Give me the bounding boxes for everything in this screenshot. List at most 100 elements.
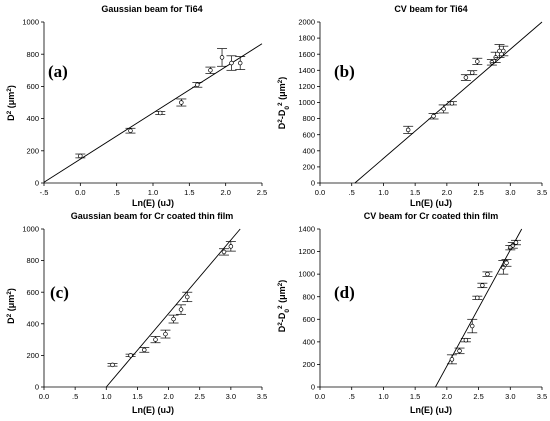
- x-tick-label: 2.5: [257, 188, 267, 197]
- fit-line: [43, 43, 263, 183]
- y-tick-label: 1200: [298, 82, 315, 91]
- axes-frame: [43, 229, 262, 388]
- x-tick-label: 1.0: [148, 188, 158, 197]
- chart-panel-2: CV beam for Ti64 0.0 .5 1.0 1.5 2.0 2.5 3.0 3.5 0…: [277, 4, 548, 208]
- data-point: [78, 153, 83, 159]
- x-tick-label: 1.5: [184, 188, 194, 197]
- x-tick-label: 2.5: [194, 392, 204, 401]
- y-tick-label: 800: [26, 50, 39, 59]
- x-tick-label: .5: [349, 188, 355, 197]
- data-point: [504, 260, 509, 266]
- data-point: [513, 240, 519, 245]
- x-tick-label: 2.5: [473, 392, 483, 401]
- data-point: [110, 362, 115, 368]
- y-tick-label: 400: [26, 319, 39, 328]
- data-point: [457, 348, 462, 354]
- x-axis-label: Ln(E) (uJ): [410, 405, 452, 415]
- data-point: [228, 244, 234, 249]
- axes-frame: [43, 22, 262, 184]
- fit-line: [105, 228, 241, 388]
- y-tick-label: 1600: [298, 50, 315, 59]
- data-point: [142, 347, 147, 353]
- data-point: [501, 48, 506, 54]
- x-tick-label: 0.0: [315, 188, 325, 197]
- data-point: [179, 100, 184, 105]
- data-point: [480, 283, 485, 288]
- y-tick-label: 800: [302, 292, 315, 301]
- chart-title: CV beam for Cr coated thin film: [364, 211, 499, 221]
- data-point: [219, 55, 225, 60]
- x-tick-label: 3.0: [505, 188, 515, 197]
- panel-label: (c): [50, 283, 69, 302]
- data-point: [475, 295, 480, 301]
- x-tick-label: 2.0: [220, 188, 230, 197]
- x-tick-label: 2.0: [442, 392, 452, 401]
- fit-line: [354, 21, 543, 184]
- x-tick-label: 2.0: [442, 188, 452, 197]
- y-tick-label: 1400: [298, 66, 315, 75]
- data-point: [163, 331, 168, 337]
- y-tick-label: 600: [302, 130, 315, 139]
- data-point: [469, 70, 475, 75]
- y-tick-label: 0: [35, 179, 39, 188]
- data-point: [510, 243, 516, 248]
- y-tick-label: 2000: [298, 18, 315, 27]
- panel-label: (d): [334, 283, 355, 302]
- y-axis-label: D2-D02 (μm2): [277, 77, 291, 130]
- data-point: [475, 59, 480, 64]
- y-tick-label: 1000: [22, 225, 39, 234]
- x-tick-label: 1.0: [378, 188, 388, 197]
- chart-title: CV beam for Ti64: [394, 4, 467, 14]
- data-point: [469, 323, 475, 329]
- x-tick-label: 1.0: [101, 392, 111, 401]
- data-point: [171, 316, 176, 322]
- y-tick-label: 400: [26, 114, 39, 123]
- y-tick-label: 200: [302, 163, 315, 172]
- data-point: [185, 294, 190, 300]
- x-tick-label: .5: [72, 392, 78, 401]
- y-tick-label: 400: [302, 337, 315, 346]
- y-tick-label: 600: [26, 288, 39, 297]
- data-point: [153, 337, 158, 342]
- data-point: [158, 110, 163, 116]
- data-point: [489, 59, 495, 65]
- x-axis-label: Ln(E) (uJ): [410, 198, 452, 208]
- y-tick-label: 600: [26, 82, 39, 91]
- y-tick-label: 1400: [298, 225, 315, 234]
- x-tick-label: 0.0: [39, 392, 49, 401]
- y-tick-label: 200: [302, 360, 315, 369]
- chart-title: Gaussian beam for Ti64: [101, 4, 202, 14]
- y-axis-label: D2 (μm2): [6, 288, 17, 324]
- x-tick-label: 1.5: [410, 188, 420, 197]
- y-tick-label: 1000: [298, 270, 315, 279]
- data-point: [449, 101, 455, 106]
- x-tick-label: 1.0: [378, 392, 388, 401]
- y-tick-label: 0: [311, 383, 315, 392]
- x-tick-label: .5: [349, 392, 355, 401]
- chart-panel-1: Gaussian beam for Ti64 -.5 0.0 .5 1.0 1.5 2.0 2…: [6, 4, 268, 208]
- x-tick-label: 1.5: [132, 392, 142, 401]
- x-tick-label: .5: [114, 188, 120, 197]
- data-point: [485, 271, 490, 277]
- y-tick-label: 200: [26, 146, 39, 155]
- x-tick-label: 3.0: [226, 392, 236, 401]
- data-point: [128, 353, 133, 358]
- x-axis-label: Ln(E) (uJ): [132, 198, 174, 208]
- x-tick-label: 1.5: [410, 392, 420, 401]
- y-axis-label: D2-D02 (μm2): [277, 280, 291, 333]
- fit-line: [435, 228, 523, 388]
- chart-panel-4: CV beam for Cr coated thin film 0.0 .5 1.0 1…: [277, 211, 548, 415]
- x-tick-label: 0.0: [75, 188, 85, 197]
- y-tick-label: 800: [26, 256, 39, 265]
- y-tick-label: 400: [302, 146, 315, 155]
- x-tick-label: 2.0: [163, 392, 173, 401]
- y-tick-label: 600: [302, 315, 315, 324]
- x-tick-label: 3.0: [505, 392, 515, 401]
- data-point: [463, 75, 469, 80]
- data-point: [449, 357, 455, 362]
- x-tick-label: 3.5: [537, 188, 547, 197]
- y-tick-label: 0: [35, 383, 39, 392]
- chart-title: Gaussian beam for Cr coated thin film: [71, 211, 234, 221]
- x-tick-label: 0.0: [315, 392, 325, 401]
